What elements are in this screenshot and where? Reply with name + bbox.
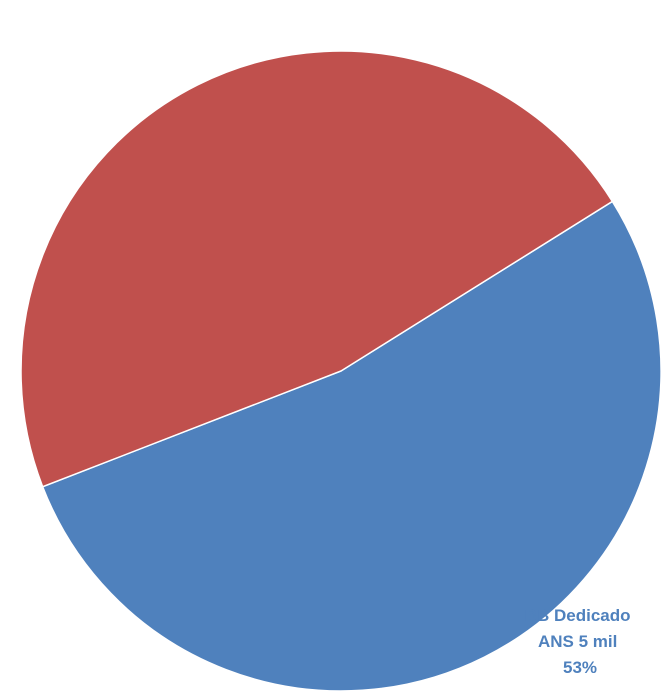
slice-label-line-3: 53% [563,658,597,677]
pie-slice-1 [20,50,614,488]
pie-labels: BB Dedicado ANS 5 mil 53% [525,606,636,677]
slice-label-line-1: BB Dedicado [525,606,631,625]
slice-label-bb-dedicado: BB Dedicado ANS 5 mil 53% [525,606,636,677]
pie-slice-0 [41,200,661,692]
pie-slices [20,50,661,692]
slice-label-line-2: ANS 5 mil [538,632,617,651]
